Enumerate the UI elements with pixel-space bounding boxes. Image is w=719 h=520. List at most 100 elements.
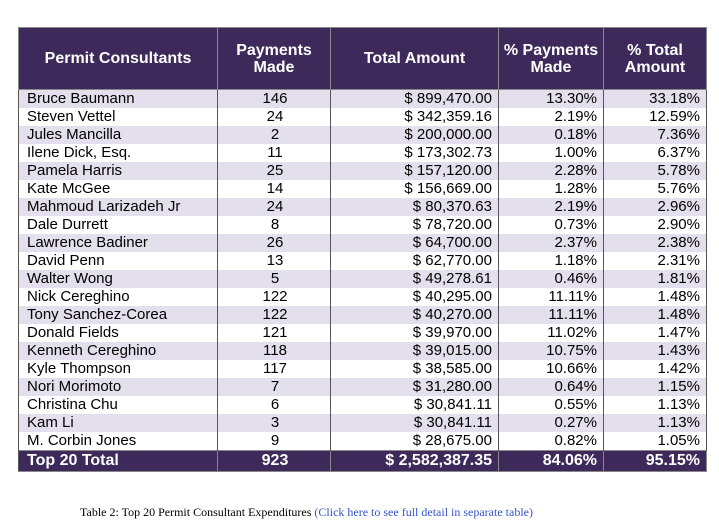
- total-amount-cell: $ 38,585.00: [330, 360, 499, 378]
- pct-total-cell: 2.96%: [603, 198, 707, 216]
- pct-payments-cell: 10.75%: [498, 342, 604, 360]
- table-row: Kenneth Cereghino 118 $ 39,015.00 10.75% 1.4…: [18, 342, 707, 360]
- pct-total-cell: 7.36%: [603, 126, 707, 144]
- consultant-name-cell: Ilene Dick, Esq.: [18, 144, 218, 162]
- total-amount-cell: $ 40,295.00: [330, 288, 499, 306]
- permit-consultants-table: Permit Consultants Payments Made Total A…: [18, 27, 707, 472]
- payments-made-cell: 117: [217, 360, 331, 378]
- payments-made-cell: 122: [217, 306, 331, 324]
- pct-payments-cell: 2.19%: [498, 108, 604, 126]
- consultant-name-cell: Walter Wong: [18, 270, 218, 288]
- payments-made-cell: 24: [217, 198, 331, 216]
- total-amount-cell: $ 899,470.00: [330, 89, 499, 108]
- table-row: Jules Mancilla 2 $ 200,000.00 0.18% 7.36%: [18, 126, 707, 144]
- pct-total-cell: 33.18%: [603, 89, 707, 108]
- total-amount-cell: $ 157,120.00: [330, 162, 499, 180]
- payments-made-cell: 24: [217, 108, 331, 126]
- table-row: M. Corbin Jones 9 $ 28,675.00 0.82% 1.05%: [18, 432, 707, 451]
- pct-total-cell: 1.42%: [603, 360, 707, 378]
- pct-total-cell: 6.37%: [603, 144, 707, 162]
- total-pct-payments: 84.06%: [498, 450, 604, 472]
- total-payments: 923: [217, 450, 331, 472]
- total-amount-cell: $ 62,770.00: [330, 252, 499, 270]
- total-amount-cell: $ 31,280.00: [330, 378, 499, 396]
- header-pct-total: % Total Amount: [603, 27, 707, 90]
- table-body: Bruce Baumann 146 $ 899,470.00 13.30% 33.18%…: [18, 89, 707, 451]
- header-consultant: Permit Consultants: [18, 27, 218, 90]
- table-row: Nori Morimoto 7 $ 31,280.00 0.64% 1.15%: [18, 378, 707, 396]
- pct-payments-cell: 0.55%: [498, 396, 604, 414]
- table-row: Pamela Harris 25 $ 157,120.00 2.28% 5.78%: [18, 162, 707, 180]
- pct-total-cell: 1.13%: [603, 414, 707, 432]
- total-amount-cell: $ 30,841.11: [330, 396, 499, 414]
- consultant-name-cell: Dale Durrett: [18, 216, 218, 234]
- table-caption: Table 2: Top 20 Permit Consultant Expend…: [80, 505, 700, 520]
- payments-made-cell: 2: [217, 126, 331, 144]
- consultant-name-cell: Kyle Thompson: [18, 360, 218, 378]
- header-payments: Payments Made: [217, 27, 331, 90]
- consultant-name-cell: Kenneth Cereghino: [18, 342, 218, 360]
- table-row: Kyle Thompson 117 $ 38,585.00 10.66% 1.42%: [18, 360, 707, 378]
- pct-payments-cell: 1.28%: [498, 180, 604, 198]
- pct-total-cell: 1.15%: [603, 378, 707, 396]
- header-total-amount: Total Amount: [330, 27, 499, 90]
- total-amount-cell: $ 49,278.61: [330, 270, 499, 288]
- payments-made-cell: 7: [217, 378, 331, 396]
- payments-made-cell: 26: [217, 234, 331, 252]
- consultant-name-cell: Lawrence Badiner: [18, 234, 218, 252]
- table-row: Nick Cereghino 122 $ 40,295.00 11.11% 1.48%: [18, 288, 707, 306]
- total-amount-cell: $ 39,970.00: [330, 324, 499, 342]
- total-amount-cell: $ 78,720.00: [330, 216, 499, 234]
- payments-made-cell: 3: [217, 414, 331, 432]
- pct-payments-cell: 11.11%: [498, 288, 604, 306]
- pct-payments-cell: 2.37%: [498, 234, 604, 252]
- payments-made-cell: 118: [217, 342, 331, 360]
- table-row: Lawrence Badiner 26 $ 64,700.00 2.37% 2.38%: [18, 234, 707, 252]
- payments-made-cell: 13: [217, 252, 331, 270]
- consultant-name-cell: Kam Li: [18, 414, 218, 432]
- consultant-name-cell: Nick Cereghino: [18, 288, 218, 306]
- payments-made-cell: 9: [217, 432, 331, 451]
- payments-made-cell: 8: [217, 216, 331, 234]
- table-row: Christina Chu 6 $ 30,841.11 0.55% 1.13%: [18, 396, 707, 414]
- total-amount-cell: $ 200,000.00: [330, 126, 499, 144]
- total-pct-total: 95.15%: [603, 450, 707, 472]
- header-pct-payments: % Payments Made: [498, 27, 604, 90]
- pct-payments-cell: 0.64%: [498, 378, 604, 396]
- total-amount-cell: $ 342,359.16: [330, 108, 499, 126]
- payments-made-cell: 6: [217, 396, 331, 414]
- table-row: Ilene Dick, Esq. 11 $ 173,302.73 1.00% 6.37%: [18, 144, 707, 162]
- payments-made-cell: 14: [217, 180, 331, 198]
- pct-payments-cell: 0.73%: [498, 216, 604, 234]
- pct-total-cell: 2.31%: [603, 252, 707, 270]
- table-row: Mahmoud Larizadeh Jr 24 $ 80,370.63 2.19% 2.…: [18, 198, 707, 216]
- payments-made-cell: 11: [217, 144, 331, 162]
- payments-made-cell: 25: [217, 162, 331, 180]
- payments-made-cell: 5: [217, 270, 331, 288]
- pct-total-cell: 1.81%: [603, 270, 707, 288]
- table-row: Tony Sanchez-Corea 122 $ 40,270.00 11.11% 1.…: [18, 306, 707, 324]
- total-amount-cell: $ 173,302.73: [330, 144, 499, 162]
- table-row: Steven Vettel 24 $ 342,359.16 2.19% 12.59%: [18, 108, 707, 126]
- total-amount: $ 2,582,387.35: [330, 450, 499, 472]
- pct-payments-cell: 10.66%: [498, 360, 604, 378]
- consultant-name-cell: Donald Fields: [18, 324, 218, 342]
- consultant-name-cell: Christina Chu: [18, 396, 218, 414]
- table-row: Donald Fields 121 $ 39,970.00 11.02% 1.47%: [18, 324, 707, 342]
- pct-payments-cell: 0.82%: [498, 432, 604, 451]
- total-amount-cell: $ 40,270.00: [330, 306, 499, 324]
- consultant-name-cell: Mahmoud Larizadeh Jr: [18, 198, 218, 216]
- total-row: Top 20 Total 923 $ 2,582,387.35 84.06% 9…: [18, 450, 707, 472]
- total-amount-cell: $ 30,841.11: [330, 414, 499, 432]
- pct-payments-cell: 2.19%: [498, 198, 604, 216]
- table-row: David Penn 13 $ 62,770.00 1.18% 2.31%: [18, 252, 707, 270]
- total-amount-cell: $ 39,015.00: [330, 342, 499, 360]
- table-row: Walter Wong 5 $ 49,278.61 0.46% 1.81%: [18, 270, 707, 288]
- payments-made-cell: 122: [217, 288, 331, 306]
- table-row: Kate McGee 14 $ 156,669.00 1.28% 5.76%: [18, 180, 707, 198]
- pct-payments-cell: 1.18%: [498, 252, 604, 270]
- caption-link[interactable]: (Click here to see full detail in separa…: [314, 505, 533, 519]
- pct-total-cell: 2.90%: [603, 216, 707, 234]
- pct-payments-cell: 0.46%: [498, 270, 604, 288]
- total-label: Top 20 Total: [18, 450, 218, 472]
